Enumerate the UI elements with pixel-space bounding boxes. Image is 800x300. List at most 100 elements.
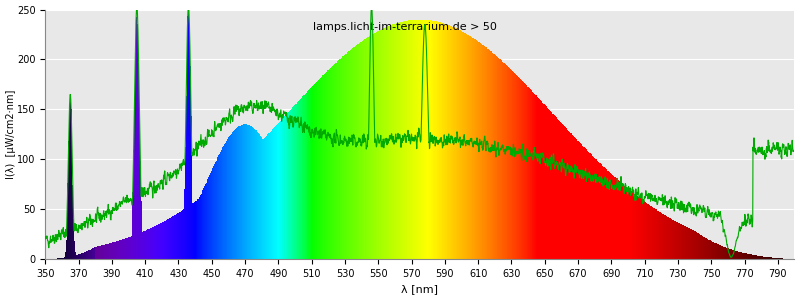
Bar <box>327 70 328 259</box>
Bar <box>643 201 644 259</box>
Bar <box>80 254 81 259</box>
Bar <box>89 250 90 259</box>
Bar <box>520 79 521 259</box>
Bar <box>151 227 152 259</box>
Bar <box>781 258 782 259</box>
Bar <box>677 222 678 259</box>
Bar <box>648 204 649 259</box>
Bar <box>650 206 651 259</box>
Bar <box>706 238 707 259</box>
Bar <box>580 143 581 259</box>
Bar <box>331 67 332 259</box>
Bar <box>196 201 197 259</box>
Bar <box>350 50 351 259</box>
Bar <box>112 242 114 259</box>
Bar <box>763 256 764 259</box>
Bar <box>638 197 639 259</box>
Bar <box>132 192 134 259</box>
Bar <box>179 212 180 259</box>
Bar <box>687 227 688 259</box>
Bar <box>268 134 269 259</box>
Bar <box>125 238 126 259</box>
Bar <box>329 69 330 259</box>
Bar <box>494 54 495 259</box>
Bar <box>344 55 345 259</box>
Bar <box>666 216 667 259</box>
Text: lamps.licht-im-terrarium.de > 50: lamps.licht-im-terrarium.de > 50 <box>313 22 497 32</box>
Bar <box>563 125 564 259</box>
Bar <box>404 21 405 259</box>
Bar <box>718 244 719 259</box>
Bar <box>696 232 697 259</box>
Bar <box>70 109 71 259</box>
Bar <box>187 16 188 259</box>
Bar <box>511 70 512 259</box>
Bar <box>592 156 594 259</box>
Bar <box>737 251 738 259</box>
Bar <box>137 7 138 259</box>
Bar <box>579 142 580 259</box>
Bar <box>391 25 392 259</box>
Bar <box>411 20 412 259</box>
Bar <box>600 164 601 259</box>
Bar <box>116 242 117 259</box>
Bar <box>405 21 406 259</box>
Bar <box>529 88 530 259</box>
Bar <box>418 20 419 259</box>
Bar <box>149 229 150 259</box>
Bar <box>509 68 510 259</box>
Bar <box>607 171 608 259</box>
Bar <box>291 108 292 259</box>
Bar <box>428 20 429 259</box>
Bar <box>102 245 103 259</box>
Bar <box>537 96 538 259</box>
Bar <box>481 44 482 259</box>
Bar <box>688 228 689 259</box>
Bar <box>608 171 609 259</box>
Bar <box>539 99 540 259</box>
Bar <box>306 92 307 259</box>
Bar <box>535 94 536 259</box>
Bar <box>354 47 355 259</box>
Bar <box>778 258 779 259</box>
Bar <box>610 174 611 259</box>
Bar <box>715 243 716 259</box>
Bar <box>160 223 161 259</box>
Bar <box>316 82 317 259</box>
Bar <box>780 258 781 259</box>
Bar <box>759 256 760 259</box>
Bar <box>276 125 277 259</box>
Bar <box>395 24 396 259</box>
Bar <box>656 209 657 259</box>
Bar <box>345 54 346 259</box>
Bar <box>317 81 318 259</box>
Bar <box>241 125 242 259</box>
Bar <box>124 239 125 259</box>
Bar <box>109 243 110 259</box>
Bar <box>461 31 462 259</box>
Bar <box>469 36 470 259</box>
Bar <box>214 164 215 259</box>
Bar <box>261 137 262 259</box>
Bar <box>463 32 464 259</box>
Bar <box>597 160 598 259</box>
Bar <box>550 112 551 259</box>
Bar <box>417 20 418 259</box>
Bar <box>183 209 184 259</box>
Bar <box>313 85 314 259</box>
Bar <box>413 20 414 259</box>
Bar <box>238 126 239 259</box>
Bar <box>136 17 137 259</box>
Bar <box>356 46 357 259</box>
Bar <box>665 215 666 259</box>
Bar <box>672 220 674 259</box>
Bar <box>278 123 279 259</box>
Bar <box>489 50 490 259</box>
Bar <box>684 226 685 259</box>
Bar <box>108 244 109 259</box>
Bar <box>245 124 246 259</box>
Bar <box>318 80 319 259</box>
Bar <box>168 219 169 259</box>
Bar <box>736 251 737 259</box>
Bar <box>319 79 320 259</box>
